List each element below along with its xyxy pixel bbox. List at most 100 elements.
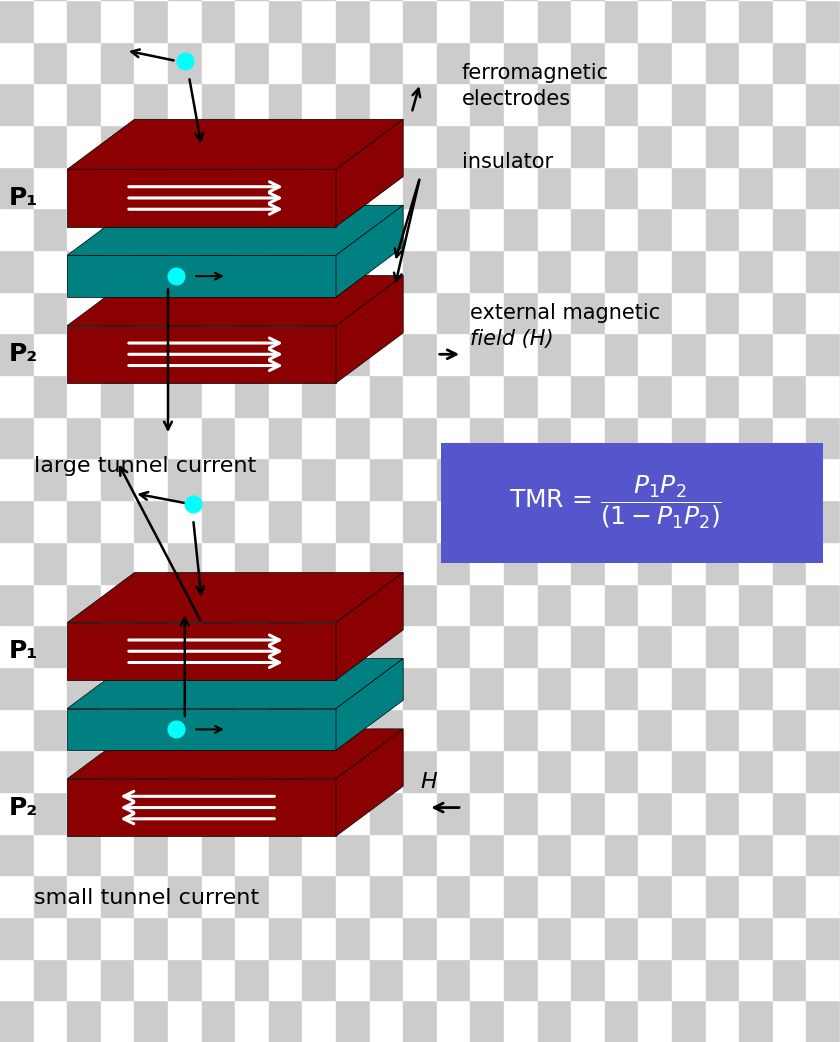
Bar	[67, 917, 101, 959]
Bar	[437, 792, 470, 834]
Bar	[504, 458, 538, 500]
Bar	[739, 792, 773, 834]
Bar	[134, 834, 168, 875]
Bar	[403, 792, 437, 834]
Bar	[168, 500, 202, 542]
Bar	[101, 792, 134, 834]
Bar	[134, 375, 168, 417]
Text: ferromagnetic: ferromagnetic	[462, 63, 609, 83]
Bar	[739, 83, 773, 125]
Bar	[403, 1000, 437, 1042]
Bar	[269, 792, 302, 834]
Bar	[0, 542, 34, 584]
Bar	[403, 542, 437, 584]
Bar	[202, 0, 235, 42]
Bar	[538, 375, 571, 417]
Bar	[739, 1000, 773, 1042]
Bar	[571, 208, 605, 250]
Bar	[605, 0, 638, 42]
Bar	[302, 709, 336, 750]
Bar	[773, 834, 806, 875]
Bar	[470, 667, 504, 709]
Bar	[437, 917, 470, 959]
Bar	[571, 42, 605, 83]
Bar	[269, 834, 302, 875]
Bar	[538, 292, 571, 333]
Bar	[202, 584, 235, 625]
Bar	[235, 458, 269, 500]
Bar	[773, 0, 806, 42]
Bar	[437, 875, 470, 917]
Bar	[605, 959, 638, 1000]
Bar	[67, 208, 101, 250]
Bar	[134, 125, 168, 167]
Bar	[302, 625, 336, 667]
Text: electrodes: electrodes	[462, 89, 571, 109]
Bar	[571, 167, 605, 208]
Bar	[34, 0, 67, 42]
Bar	[706, 667, 739, 709]
Bar	[336, 292, 370, 333]
Bar	[504, 875, 538, 917]
Bar	[34, 125, 67, 167]
Bar	[706, 42, 739, 83]
Bar	[34, 83, 67, 125]
Bar	[773, 208, 806, 250]
Bar	[168, 250, 202, 292]
Bar	[202, 167, 235, 208]
Bar	[806, 375, 840, 417]
Bar	[302, 208, 336, 250]
Bar	[706, 125, 739, 167]
Bar	[0, 792, 34, 834]
Bar	[806, 625, 840, 667]
Bar	[202, 83, 235, 125]
Text: P₁: P₁	[8, 185, 38, 210]
Bar	[336, 42, 370, 83]
Bar	[235, 959, 269, 1000]
Bar	[101, 375, 134, 417]
Bar	[538, 584, 571, 625]
Bar	[672, 0, 706, 42]
Bar	[269, 667, 302, 709]
Bar	[370, 417, 403, 458]
Bar	[269, 375, 302, 417]
Bar	[67, 250, 101, 292]
Bar	[672, 709, 706, 750]
Bar	[0, 625, 34, 667]
Bar	[571, 250, 605, 292]
Bar	[269, 250, 302, 292]
Bar	[235, 375, 269, 417]
Bar	[638, 208, 672, 250]
Bar	[437, 375, 470, 417]
Bar	[0, 667, 34, 709]
Bar	[269, 625, 302, 667]
Bar	[101, 875, 134, 917]
Bar	[571, 83, 605, 125]
Bar	[67, 83, 101, 125]
Bar	[638, 875, 672, 917]
Bar	[806, 792, 840, 834]
Bar	[67, 292, 101, 333]
Bar	[101, 42, 134, 83]
Bar	[370, 292, 403, 333]
Bar	[773, 1000, 806, 1042]
Bar	[0, 458, 34, 500]
Bar	[638, 1000, 672, 1042]
Bar	[672, 125, 706, 167]
Bar	[0, 208, 34, 250]
Bar	[269, 167, 302, 208]
Bar	[67, 750, 101, 792]
Polygon shape	[67, 255, 336, 297]
Bar	[235, 292, 269, 333]
Bar	[403, 500, 437, 542]
Bar	[34, 959, 67, 1000]
Bar	[504, 667, 538, 709]
Bar	[806, 917, 840, 959]
Bar	[269, 125, 302, 167]
Bar	[706, 875, 739, 917]
Bar	[706, 542, 739, 584]
Bar	[706, 83, 739, 125]
Bar	[403, 750, 437, 792]
Bar	[302, 250, 336, 292]
Bar	[168, 584, 202, 625]
